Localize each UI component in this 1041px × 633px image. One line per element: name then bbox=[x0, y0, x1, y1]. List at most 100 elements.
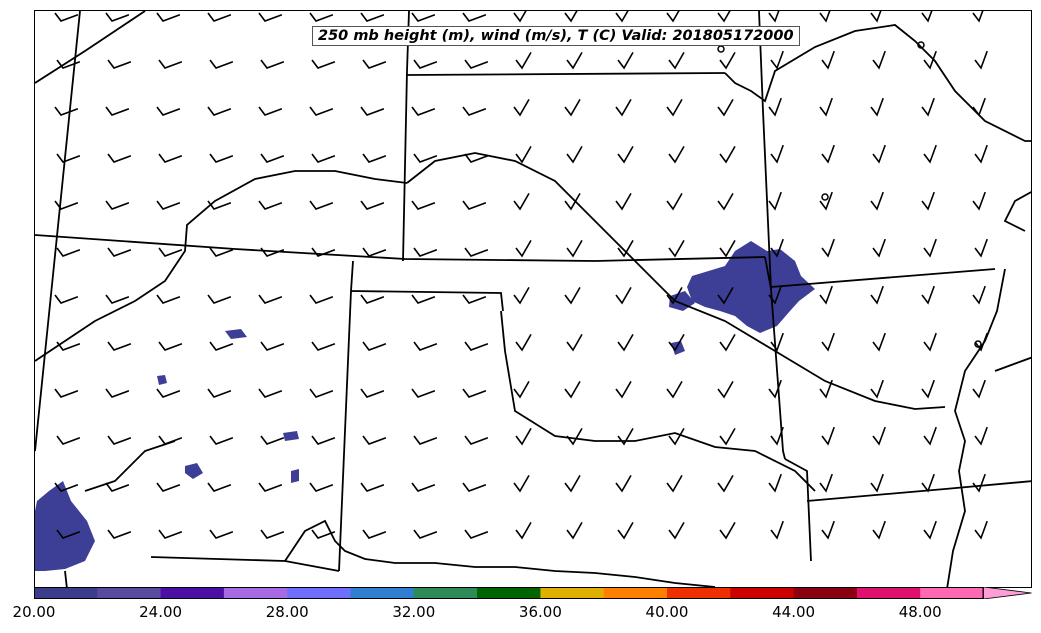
colorbar-tick-label: 48.00 bbox=[898, 603, 942, 621]
wind-barb bbox=[309, 294, 334, 304]
wind-barb bbox=[462, 294, 487, 304]
shaded-region-nm-5 bbox=[291, 469, 299, 483]
wind-barb bbox=[719, 146, 736, 164]
wind-barb bbox=[515, 428, 532, 446]
wind-barb bbox=[515, 240, 532, 258]
wind-barb bbox=[668, 428, 685, 446]
wind-barb bbox=[566, 334, 583, 352]
wind-barb bbox=[360, 106, 385, 116]
river-platte-south bbox=[35, 170, 408, 362]
wind-barb bbox=[413, 341, 438, 351]
wind-barb bbox=[870, 285, 884, 305]
wind-barb bbox=[717, 381, 734, 399]
wind-barb bbox=[258, 482, 283, 492]
wind-barb bbox=[819, 285, 833, 305]
wind-barb bbox=[462, 200, 487, 210]
wind-barb bbox=[411, 106, 436, 116]
wind-barb bbox=[309, 482, 334, 492]
boundary-oklahoma-east bbox=[784, 458, 812, 562]
wind-barb bbox=[107, 247, 132, 257]
wind-barb bbox=[360, 294, 385, 304]
wind-barb bbox=[566, 240, 583, 258]
wind-barb bbox=[56, 341, 81, 351]
wind-barb bbox=[717, 475, 734, 493]
wind-barb bbox=[719, 240, 736, 258]
wind-barb bbox=[719, 522, 736, 540]
temperature-shading bbox=[35, 241, 815, 571]
wind-barb bbox=[207, 294, 232, 304]
wind-barb bbox=[258, 294, 283, 304]
wind-barb bbox=[107, 59, 132, 69]
map-canvas bbox=[35, 11, 1031, 587]
colorbar-tick-label: 28.00 bbox=[265, 603, 309, 621]
wind-barb bbox=[207, 388, 232, 398]
wind-barb bbox=[819, 191, 833, 211]
wind-barb bbox=[666, 475, 683, 493]
wind-barb bbox=[309, 106, 334, 116]
wind-barb bbox=[107, 529, 132, 539]
colorbar-segment bbox=[667, 587, 731, 599]
wind-barb bbox=[821, 332, 835, 352]
wind-barb bbox=[54, 200, 79, 210]
wind-barb bbox=[311, 435, 336, 445]
wind-barb bbox=[513, 475, 530, 493]
wind-barb bbox=[666, 11, 680, 23]
wind-barb bbox=[972, 11, 984, 23]
wind-barb bbox=[411, 482, 436, 492]
calm-wind-markers bbox=[717, 41, 982, 348]
wind-barb bbox=[260, 435, 285, 445]
river-canadian bbox=[284, 519, 716, 587]
wind-barb bbox=[972, 191, 986, 211]
wind-barb bbox=[107, 341, 132, 351]
wind-barb bbox=[309, 388, 334, 398]
wind-barb bbox=[566, 428, 583, 446]
wind-barb bbox=[413, 247, 438, 257]
colorbar-segment bbox=[730, 587, 795, 599]
wind-barb bbox=[309, 12, 334, 22]
wind-barb bbox=[207, 482, 232, 492]
wind-barb bbox=[564, 381, 581, 399]
colorbar-segment bbox=[34, 587, 98, 599]
colorbar-segment bbox=[793, 587, 858, 599]
shaded-region-kansas-missouri bbox=[687, 241, 815, 333]
wind-barb bbox=[923, 238, 937, 258]
wind-barb bbox=[921, 285, 935, 305]
wind-barb bbox=[362, 247, 387, 257]
wind-barb bbox=[819, 379, 833, 399]
wind-barb bbox=[258, 388, 283, 398]
wind-barb bbox=[617, 428, 634, 446]
wind-barb bbox=[56, 435, 81, 445]
wind-barb bbox=[54, 482, 79, 492]
wind-barb bbox=[158, 341, 183, 351]
wind-barb bbox=[462, 106, 487, 116]
wind-barb bbox=[615, 287, 632, 305]
shaded-region-southwest bbox=[35, 481, 95, 571]
wind-barb bbox=[362, 59, 387, 69]
wind-barb bbox=[668, 146, 685, 164]
river-platte-north bbox=[35, 11, 146, 84]
wind-barb bbox=[56, 529, 81, 539]
wind-barb bbox=[411, 12, 436, 22]
wind-barb bbox=[207, 200, 232, 210]
colorbar-segment bbox=[160, 587, 225, 599]
wind-barb bbox=[564, 475, 581, 493]
wind-barb bbox=[462, 12, 487, 22]
wind-barb bbox=[156, 106, 181, 116]
wind-barb bbox=[768, 473, 782, 493]
wind-barb bbox=[464, 153, 489, 163]
wind-barb bbox=[870, 97, 884, 117]
wind-barb bbox=[770, 426, 784, 446]
wind-barb bbox=[974, 144, 988, 164]
wind-barb bbox=[462, 482, 487, 492]
wind-barb bbox=[564, 287, 581, 305]
wind-barb bbox=[617, 146, 634, 164]
wind-barb bbox=[209, 153, 234, 163]
boundary-oklahoma-north bbox=[350, 290, 504, 312]
wind-barb bbox=[566, 146, 583, 164]
wind-barb bbox=[564, 99, 581, 117]
wind-barb bbox=[768, 191, 782, 211]
wind-barb bbox=[615, 193, 632, 211]
colorbar-outline bbox=[34, 587, 984, 599]
wind-barb bbox=[615, 99, 632, 117]
colorbar-tick-label: 32.00 bbox=[392, 603, 436, 621]
